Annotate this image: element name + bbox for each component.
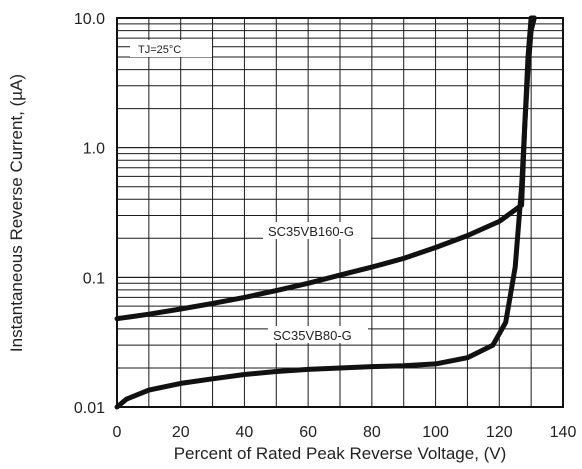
condition-annotation: TJ=25°C bbox=[130, 40, 212, 57]
x-tick-label-7: 140 bbox=[550, 424, 577, 441]
grid bbox=[117, 18, 563, 407]
condition-label-bg bbox=[130, 40, 212, 57]
x-tick-label-1: 20 bbox=[172, 424, 190, 441]
series-label-bg-2 bbox=[268, 326, 368, 343]
condition-label: TJ=25°C bbox=[138, 44, 181, 56]
series-lines bbox=[114, 15, 537, 410]
series-line-sc35vb160-g bbox=[114, 15, 537, 322]
series-line-sc35vb80-g bbox=[114, 15, 537, 410]
x-tick-label-6: 120 bbox=[486, 424, 513, 441]
y-tick-label-2: 1.0 bbox=[83, 141, 105, 158]
series-label-bg-1 bbox=[263, 222, 371, 239]
x-axis-title: Percent of Rated Peak Reverse Voltage, (… bbox=[174, 444, 507, 463]
x-tick-label-3: 60 bbox=[299, 424, 317, 441]
x-tick-label-5: 100 bbox=[422, 424, 449, 441]
x-tick-label-0: 0 bbox=[113, 424, 122, 441]
y-tick-label-1: 0.1 bbox=[83, 270, 105, 287]
y-axis-title: Instantaneous Reverse Current, (µA) bbox=[7, 74, 26, 352]
x-tick-label-4: 80 bbox=[363, 424, 381, 441]
x-tick-label-2: 40 bbox=[236, 424, 254, 441]
series-label-sc35vb80: SC35VB80-G bbox=[273, 328, 352, 343]
series-labels: SC35VB160-G SC35VB80-G bbox=[263, 222, 371, 343]
y-tick-labels: 0.01 0.1 1.0 10.0 bbox=[74, 11, 105, 417]
y-tick-label-3: 10.0 bbox=[74, 11, 105, 28]
y-tick-label-0: 0.01 bbox=[74, 400, 105, 417]
x-tick-labels: 0 20 40 60 80 100 120 140 bbox=[113, 424, 577, 441]
series-label-sc35vb160: SC35VB160-G bbox=[268, 224, 354, 239]
plot-frame bbox=[116, 17, 564, 408]
